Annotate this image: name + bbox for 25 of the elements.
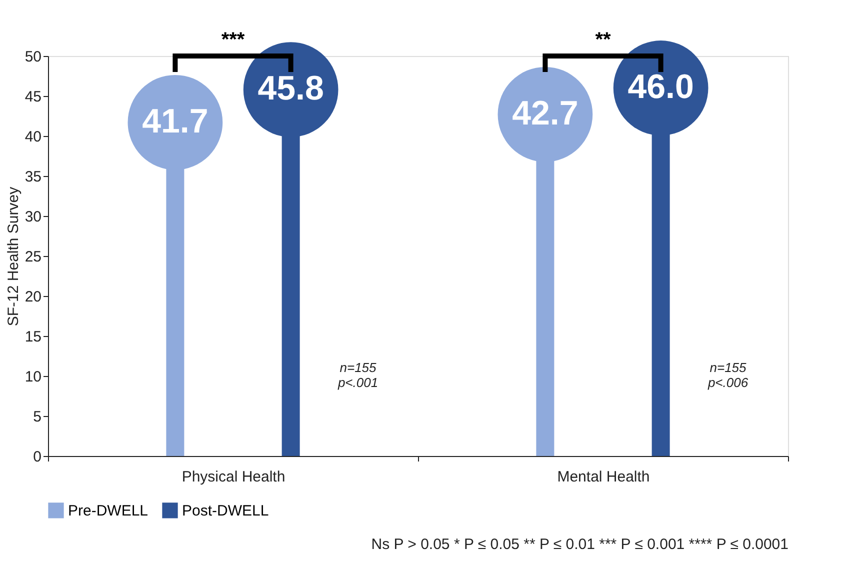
text: ** bbox=[595, 29, 611, 51]
data-label: 42.7 bbox=[512, 94, 578, 132]
text: *** bbox=[221, 29, 245, 51]
data-label: 45.8 bbox=[258, 70, 324, 108]
annotation: n=155 p<.001 bbox=[336, 360, 378, 390]
annotation: n=155 p<.006 bbox=[706, 360, 749, 390]
y-tick-label: 35 bbox=[24, 168, 42, 186]
y-tick-label: 50 bbox=[24, 48, 42, 66]
y-tick-label: 5 bbox=[33, 408, 42, 426]
y-tick-label: 20 bbox=[24, 288, 42, 306]
y-axis-title: SF-12 Health Survey bbox=[4, 186, 22, 326]
legend-label: Post-DWELL bbox=[182, 502, 269, 520]
y-tick-label: 30 bbox=[24, 208, 42, 226]
y-tick-label: 10 bbox=[24, 368, 42, 386]
legend-label: Pre-DWELL bbox=[68, 502, 148, 520]
y-tick-label: 25 bbox=[24, 248, 42, 266]
data-label: 46.0 bbox=[628, 68, 694, 106]
data-label: 41.7 bbox=[142, 102, 208, 140]
y-tick-label: 0 bbox=[33, 448, 42, 466]
y-tick-label: 45 bbox=[24, 88, 42, 106]
y-tick-label: 15 bbox=[24, 328, 42, 346]
y-tick-label: 40 bbox=[24, 128, 42, 146]
x-tick-label: Mental Health bbox=[557, 468, 650, 486]
text: Ns P > 0.05 * P ≤ 0.05 ** P ≤ 0.01 *** P ≤ 0.001 **** P ≤ 0.0001 bbox=[371, 536, 788, 553]
x-tick-label: Physical Health bbox=[182, 468, 286, 486]
